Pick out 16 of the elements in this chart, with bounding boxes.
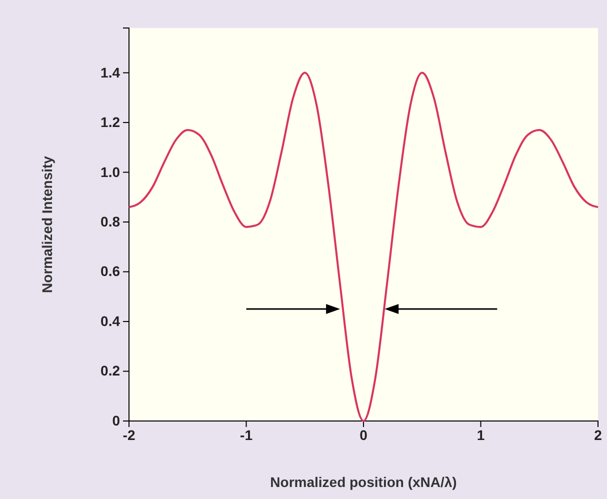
- y-tick-label: 1.4: [100, 64, 120, 80]
- line-series: [128, 72, 599, 422]
- y-tick-label: 0.8: [100, 213, 120, 230]
- x-tick-label: 1: [476, 426, 485, 443]
- x-tick-label: -1: [240, 426, 253, 443]
- x-tick-label: -2: [122, 426, 136, 443]
- x-tick-label: 0: [360, 426, 368, 443]
- y-tick-label: 0.2: [100, 362, 120, 379]
- y-tick-label: 0.4: [100, 312, 120, 329]
- x-tick-label: 2: [594, 426, 602, 443]
- y-tick-label: 0.6: [100, 263, 120, 280]
- x-axis-title: Normalized position (xNA/λ): [270, 474, 457, 490]
- y-tick-label: 1.2: [100, 114, 120, 130]
- y-tick-label: 1.0: [100, 164, 120, 180]
- y-tick-label: 0: [112, 412, 120, 428]
- y-axis-title: Normalized Intensity: [39, 156, 55, 293]
